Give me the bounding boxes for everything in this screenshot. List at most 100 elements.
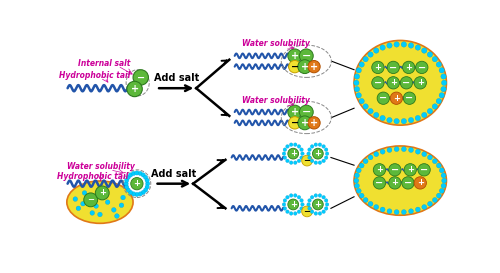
Circle shape bbox=[377, 92, 390, 104]
Circle shape bbox=[128, 190, 132, 195]
Circle shape bbox=[404, 92, 415, 104]
Circle shape bbox=[294, 194, 297, 197]
Circle shape bbox=[318, 212, 322, 215]
Ellipse shape bbox=[354, 146, 446, 215]
Circle shape bbox=[300, 207, 304, 210]
Circle shape bbox=[354, 80, 359, 85]
Circle shape bbox=[282, 203, 286, 206]
Text: +: + bbox=[374, 63, 382, 72]
Text: +: + bbox=[99, 188, 106, 197]
Circle shape bbox=[286, 210, 289, 213]
Circle shape bbox=[120, 195, 126, 200]
Text: +: + bbox=[290, 51, 299, 61]
Text: −: − bbox=[404, 178, 412, 188]
Circle shape bbox=[436, 193, 442, 198]
Circle shape bbox=[374, 164, 386, 176]
Circle shape bbox=[124, 178, 129, 183]
Text: +: + bbox=[310, 62, 318, 72]
Circle shape bbox=[422, 48, 427, 53]
Circle shape bbox=[408, 209, 414, 214]
Circle shape bbox=[288, 117, 301, 129]
Circle shape bbox=[374, 112, 379, 118]
Circle shape bbox=[288, 105, 302, 119]
Text: −: − bbox=[304, 156, 310, 165]
Circle shape bbox=[401, 42, 406, 47]
Text: −: − bbox=[406, 93, 413, 103]
Circle shape bbox=[432, 57, 438, 62]
Text: +: + bbox=[417, 78, 424, 87]
Circle shape bbox=[387, 209, 392, 214]
Circle shape bbox=[363, 198, 368, 203]
Circle shape bbox=[308, 61, 320, 73]
Circle shape bbox=[380, 149, 385, 154]
Circle shape bbox=[132, 171, 136, 176]
Text: +: + bbox=[300, 118, 309, 128]
Circle shape bbox=[416, 61, 428, 73]
Circle shape bbox=[428, 201, 432, 206]
Circle shape bbox=[404, 164, 416, 176]
Circle shape bbox=[314, 161, 318, 164]
Circle shape bbox=[441, 74, 446, 79]
Circle shape bbox=[76, 206, 80, 211]
Circle shape bbox=[286, 159, 289, 163]
Circle shape bbox=[432, 104, 438, 109]
Circle shape bbox=[297, 159, 300, 163]
Circle shape bbox=[282, 152, 286, 155]
Circle shape bbox=[394, 118, 400, 124]
Circle shape bbox=[298, 116, 312, 130]
Circle shape bbox=[432, 159, 438, 164]
Text: +: + bbox=[393, 94, 400, 103]
Circle shape bbox=[368, 155, 373, 160]
Circle shape bbox=[414, 77, 426, 89]
Circle shape bbox=[359, 163, 364, 168]
Circle shape bbox=[387, 77, 400, 89]
Circle shape bbox=[300, 148, 304, 152]
Circle shape bbox=[310, 195, 314, 199]
Circle shape bbox=[286, 145, 289, 148]
Text: +: + bbox=[300, 62, 309, 72]
Circle shape bbox=[354, 183, 360, 188]
Circle shape bbox=[138, 192, 142, 196]
Circle shape bbox=[422, 112, 427, 118]
Text: +: + bbox=[134, 179, 140, 188]
Circle shape bbox=[300, 203, 304, 206]
Circle shape bbox=[130, 177, 143, 190]
Circle shape bbox=[372, 61, 384, 73]
Circle shape bbox=[300, 156, 304, 159]
Circle shape bbox=[283, 207, 286, 210]
Circle shape bbox=[322, 195, 326, 199]
Text: +: + bbox=[417, 179, 424, 187]
Text: +: + bbox=[314, 149, 322, 158]
Circle shape bbox=[288, 49, 302, 63]
Circle shape bbox=[144, 175, 148, 180]
Text: −: − bbox=[389, 63, 398, 72]
Circle shape bbox=[440, 168, 444, 173]
Circle shape bbox=[387, 43, 392, 48]
Circle shape bbox=[286, 195, 289, 199]
Text: +: + bbox=[407, 165, 414, 174]
Circle shape bbox=[124, 182, 128, 186]
Circle shape bbox=[73, 197, 78, 201]
Circle shape bbox=[322, 145, 326, 148]
Circle shape bbox=[308, 199, 312, 202]
Circle shape bbox=[354, 178, 359, 183]
Circle shape bbox=[363, 57, 368, 62]
Circle shape bbox=[374, 177, 386, 189]
Circle shape bbox=[300, 105, 313, 119]
Circle shape bbox=[310, 210, 314, 213]
Circle shape bbox=[312, 148, 323, 159]
Text: −: − bbox=[290, 118, 299, 128]
Circle shape bbox=[442, 178, 446, 183]
Circle shape bbox=[146, 182, 150, 186]
Text: −: − bbox=[374, 78, 382, 88]
Circle shape bbox=[322, 159, 326, 163]
Circle shape bbox=[88, 196, 93, 201]
Circle shape bbox=[312, 199, 323, 210]
Circle shape bbox=[408, 43, 414, 48]
Circle shape bbox=[441, 183, 446, 188]
Circle shape bbox=[112, 207, 116, 212]
Circle shape bbox=[428, 108, 432, 114]
Text: +: + bbox=[314, 200, 322, 209]
Circle shape bbox=[308, 117, 320, 129]
Text: −: − bbox=[379, 93, 388, 103]
